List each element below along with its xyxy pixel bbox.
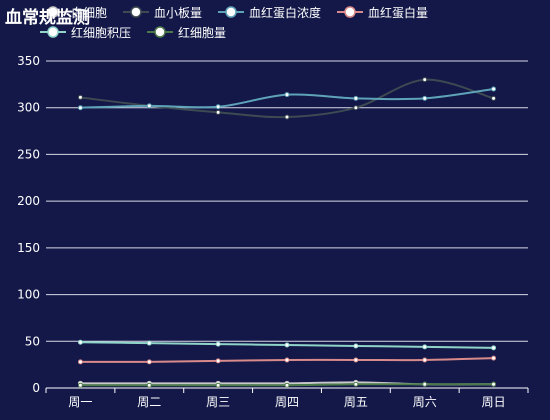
data-point[interactable] — [77, 339, 83, 345]
x-tick-label: 周二 — [137, 395, 161, 409]
y-tick-label: 0 — [32, 381, 40, 395]
data-point[interactable] — [77, 359, 83, 365]
data-point[interactable] — [284, 357, 290, 363]
x-tick-label: 周四 — [275, 395, 299, 409]
data-point[interactable] — [491, 86, 497, 92]
data-point[interactable] — [215, 341, 221, 347]
data-point[interactable] — [77, 382, 83, 388]
data-point[interactable] — [353, 105, 359, 111]
data-point[interactable] — [284, 92, 290, 98]
data-point[interactable] — [422, 344, 428, 350]
data-point[interactable] — [284, 114, 290, 120]
data-point[interactable] — [215, 382, 221, 388]
data-point[interactable] — [422, 95, 428, 101]
data-point[interactable] — [353, 357, 359, 363]
y-tick-label: 350 — [17, 54, 40, 68]
legend-label: 血红蛋白浓度 — [249, 5, 322, 20]
series-lines — [80, 78, 494, 387]
data-point[interactable] — [284, 342, 290, 348]
y-tick-label: 250 — [17, 147, 40, 161]
x-tick-label: 周六 — [413, 395, 437, 409]
x-tick-label: 周五 — [344, 395, 368, 409]
y-tick-label: 300 — [17, 101, 40, 115]
data-point[interactable] — [353, 343, 359, 349]
data-point[interactable] — [422, 357, 428, 363]
legend-label: 血红蛋白量 — [368, 5, 429, 20]
data-points — [77, 77, 497, 388]
legend-swatch-icon — [40, 6, 66, 18]
grid-lines — [46, 60, 528, 342]
data-point[interactable] — [353, 95, 359, 101]
legend-swatch-icon — [218, 6, 245, 18]
legend-label: 白细胞 — [71, 5, 108, 20]
legend-label: 血小板量 — [154, 5, 203, 20]
legend-item[interactable]: 血小板量 — [123, 2, 202, 22]
y-tick-label: 200 — [17, 194, 40, 208]
x-tick-label: 周一 — [68, 395, 92, 409]
data-point[interactable] — [146, 382, 152, 388]
data-point[interactable] — [215, 104, 221, 110]
legend-swatch-icon — [123, 6, 150, 18]
data-point[interactable] — [77, 94, 83, 100]
legend-label: 红细胞量 — [178, 25, 227, 40]
data-point[interactable] — [491, 95, 497, 101]
data-point[interactable] — [422, 381, 428, 387]
data-point[interactable] — [215, 358, 221, 364]
data-point[interactable] — [491, 345, 497, 351]
y-tick-label: 100 — [17, 288, 40, 302]
legend-item[interactable]: 红细胞积压 — [40, 22, 131, 42]
legend-item[interactable]: 白细胞 — [40, 2, 107, 22]
legend-swatch-icon — [40, 26, 66, 38]
data-point[interactable] — [215, 109, 221, 115]
x-tick-label: 周日 — [482, 395, 506, 409]
legend-item[interactable]: 血红蛋白量 — [337, 2, 428, 22]
data-point[interactable] — [284, 382, 290, 388]
data-point[interactable] — [146, 340, 152, 346]
legend-swatch-icon — [337, 6, 364, 18]
legend-item[interactable]: 血红蛋白浓度 — [218, 2, 321, 22]
axes: 0 50 100 150 200 250 300 350 周一 周二 周三 周四 周五 周六 周日 — [17, 54, 529, 409]
x-tick-label: 周三 — [206, 395, 230, 409]
y-tick-label: 150 — [17, 241, 40, 255]
data-point[interactable] — [77, 105, 83, 111]
y-tick-label: 50 — [25, 334, 40, 348]
data-point[interactable] — [422, 77, 428, 83]
legend: 白细胞 血小板量 血红蛋白浓度 血红蛋白量红细胞积压 红细胞量 — [40, 2, 540, 42]
legend-item[interactable]: 红细胞量 — [147, 22, 226, 42]
data-point[interactable] — [353, 381, 359, 387]
data-point[interactable] — [146, 359, 152, 365]
legend-swatch-icon — [147, 26, 174, 38]
legend-label: 红细胞积压 — [71, 25, 132, 40]
chart-title: 血常规监测 — [5, 8, 90, 28]
data-point[interactable] — [146, 103, 152, 109]
data-point[interactable] — [491, 381, 497, 387]
data-point[interactable] — [491, 355, 497, 361]
